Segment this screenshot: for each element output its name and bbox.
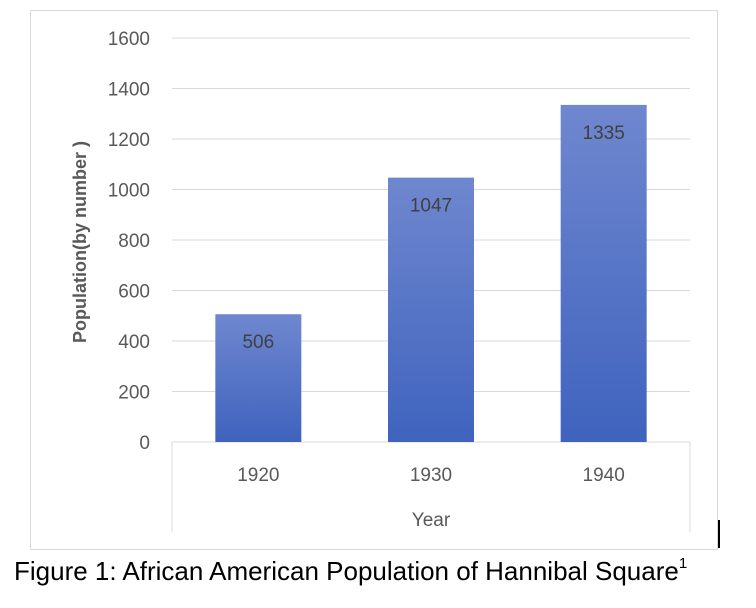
y-tick-label: 1400 xyxy=(108,80,150,101)
y-tick-label: 800 xyxy=(118,231,150,252)
y-tick-label: 1000 xyxy=(108,181,150,202)
x-axis-title: Year xyxy=(412,510,451,531)
y-tick-label: 200 xyxy=(118,383,150,404)
y-tick-label: 600 xyxy=(118,282,150,303)
bar-1940 xyxy=(560,104,647,442)
bar-1920 xyxy=(215,314,302,442)
figure-caption: Figure 1: African American Population of… xyxy=(14,555,754,587)
y-tick-label: 1200 xyxy=(108,130,150,151)
y-tick-label: 1600 xyxy=(108,29,150,50)
y-tick-label: 0 xyxy=(139,433,150,454)
bars xyxy=(215,104,647,442)
y-axis-title: Population(by number ) xyxy=(70,141,90,343)
caption-footnote-marker: 1 xyxy=(678,555,688,572)
x-tick-label-1940: 1940 xyxy=(583,465,625,486)
text-cursor xyxy=(718,520,720,548)
x-tick-label-1930: 1930 xyxy=(410,465,452,486)
labels: 0 200 400 600 800 1000 1200 1400 1600 506 1920 1047… xyxy=(108,29,625,486)
data-label-1930: 1047 xyxy=(410,196,452,217)
data-label-1920: 506 xyxy=(242,332,274,353)
caption-text: Figure 1: African American Population of… xyxy=(14,556,679,586)
data-label-1940: 1335 xyxy=(583,123,625,144)
bar-chart: 0 200 400 600 800 1000 1200 1400 1600 506 1920 1047… xyxy=(70,29,691,532)
x-tick-label-1920: 1920 xyxy=(237,465,279,486)
bar-1930 xyxy=(388,177,474,442)
y-tick-label: 400 xyxy=(118,332,150,353)
